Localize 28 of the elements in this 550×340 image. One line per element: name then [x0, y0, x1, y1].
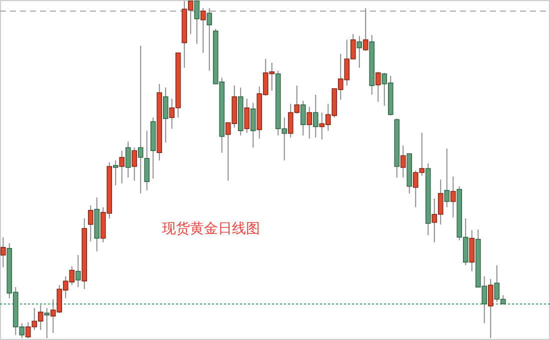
candlestick [356, 36, 362, 68]
candlestick [44, 308, 50, 338]
candlestick [306, 106, 312, 139]
candlestick [138, 45, 144, 194]
candlestick [375, 71, 381, 102]
candlestick [244, 98, 250, 134]
annotation: 现货黄金日线图 [162, 220, 260, 236]
candlestick [469, 230, 475, 272]
candlestick [112, 160, 118, 186]
candlestick [444, 148, 450, 208]
candlestick [200, 8, 206, 54]
candlestick [75, 254, 81, 288]
candlestick [119, 150, 125, 184]
candlestick [450, 176, 456, 218]
candlestick [300, 100, 306, 136]
candlestick [362, 8, 368, 52]
candlestick [0, 236, 6, 268]
candlestick [162, 87, 168, 144]
candlestick [250, 102, 256, 148]
candlestick [312, 94, 318, 138]
candlestick [132, 147, 138, 182]
candlestick [125, 141, 131, 178]
candlestick [400, 145, 406, 178]
candlestick [88, 205, 94, 242]
candlestick [194, 0, 200, 44]
candlestick [488, 278, 494, 338]
candlestick [206, 8, 212, 72]
candlestick [144, 130, 150, 191]
